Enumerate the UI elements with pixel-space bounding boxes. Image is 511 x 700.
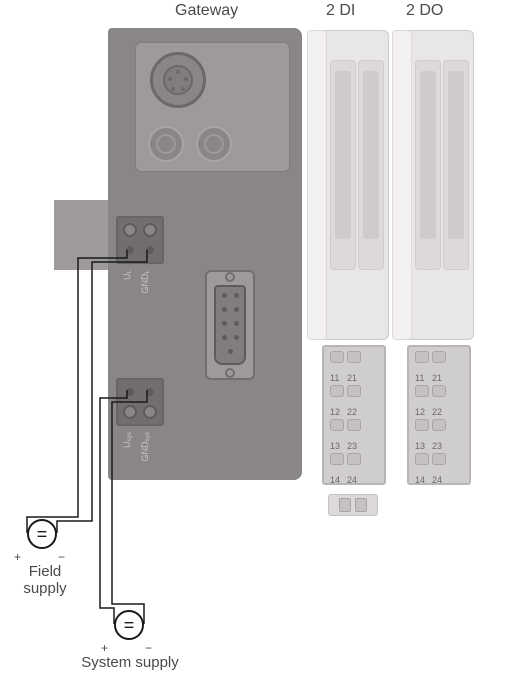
label-gateway: Gateway <box>175 2 238 20</box>
io-2di-pale <box>307 30 327 340</box>
io-2do-pale <box>392 30 412 340</box>
label-usys: Usys <box>122 432 133 448</box>
io-2do-slot1 <box>415 60 441 270</box>
system-supply-symbol: = <box>114 610 144 640</box>
field-supply-symbol: = <box>27 519 57 549</box>
system-supply-minus: − <box>145 641 152 655</box>
field-supply-minus: − <box>58 550 65 564</box>
m12-connector <box>150 52 206 108</box>
label-2di: 2 DI <box>326 2 355 20</box>
io-2di-bottom-term <box>328 494 378 516</box>
io-2do-slot2 <box>443 60 469 270</box>
field-supply-plus: + <box>14 550 21 564</box>
rotary-switch-1 <box>148 126 184 162</box>
label-gndsys: GNDsys <box>140 432 151 461</box>
dsub-screw-top <box>225 272 235 282</box>
label-2do: 2 DO <box>406 2 443 20</box>
gateway-side-tab <box>54 200 114 270</box>
label-field-supply: Field supply <box>5 563 85 597</box>
label-ul: UL <box>122 270 133 280</box>
rotary-switch-2 <box>196 126 232 162</box>
dsub-screw-bottom <box>225 368 235 378</box>
field-terminal-block <box>116 216 164 264</box>
system-terminal-block <box>116 378 164 426</box>
dsub-connector <box>214 285 246 365</box>
system-supply-plus: + <box>101 641 108 655</box>
io-2di-terminals: 1121 1222 1323 1424 <box>322 345 386 485</box>
io-2do-terminals: 1121 1222 1323 1424 <box>407 345 471 485</box>
label-system-supply: System supply <box>80 654 180 671</box>
io-2di-slot2 <box>358 60 384 270</box>
label-gndl: GNDL <box>140 270 151 294</box>
io-2di-slot1 <box>330 60 356 270</box>
